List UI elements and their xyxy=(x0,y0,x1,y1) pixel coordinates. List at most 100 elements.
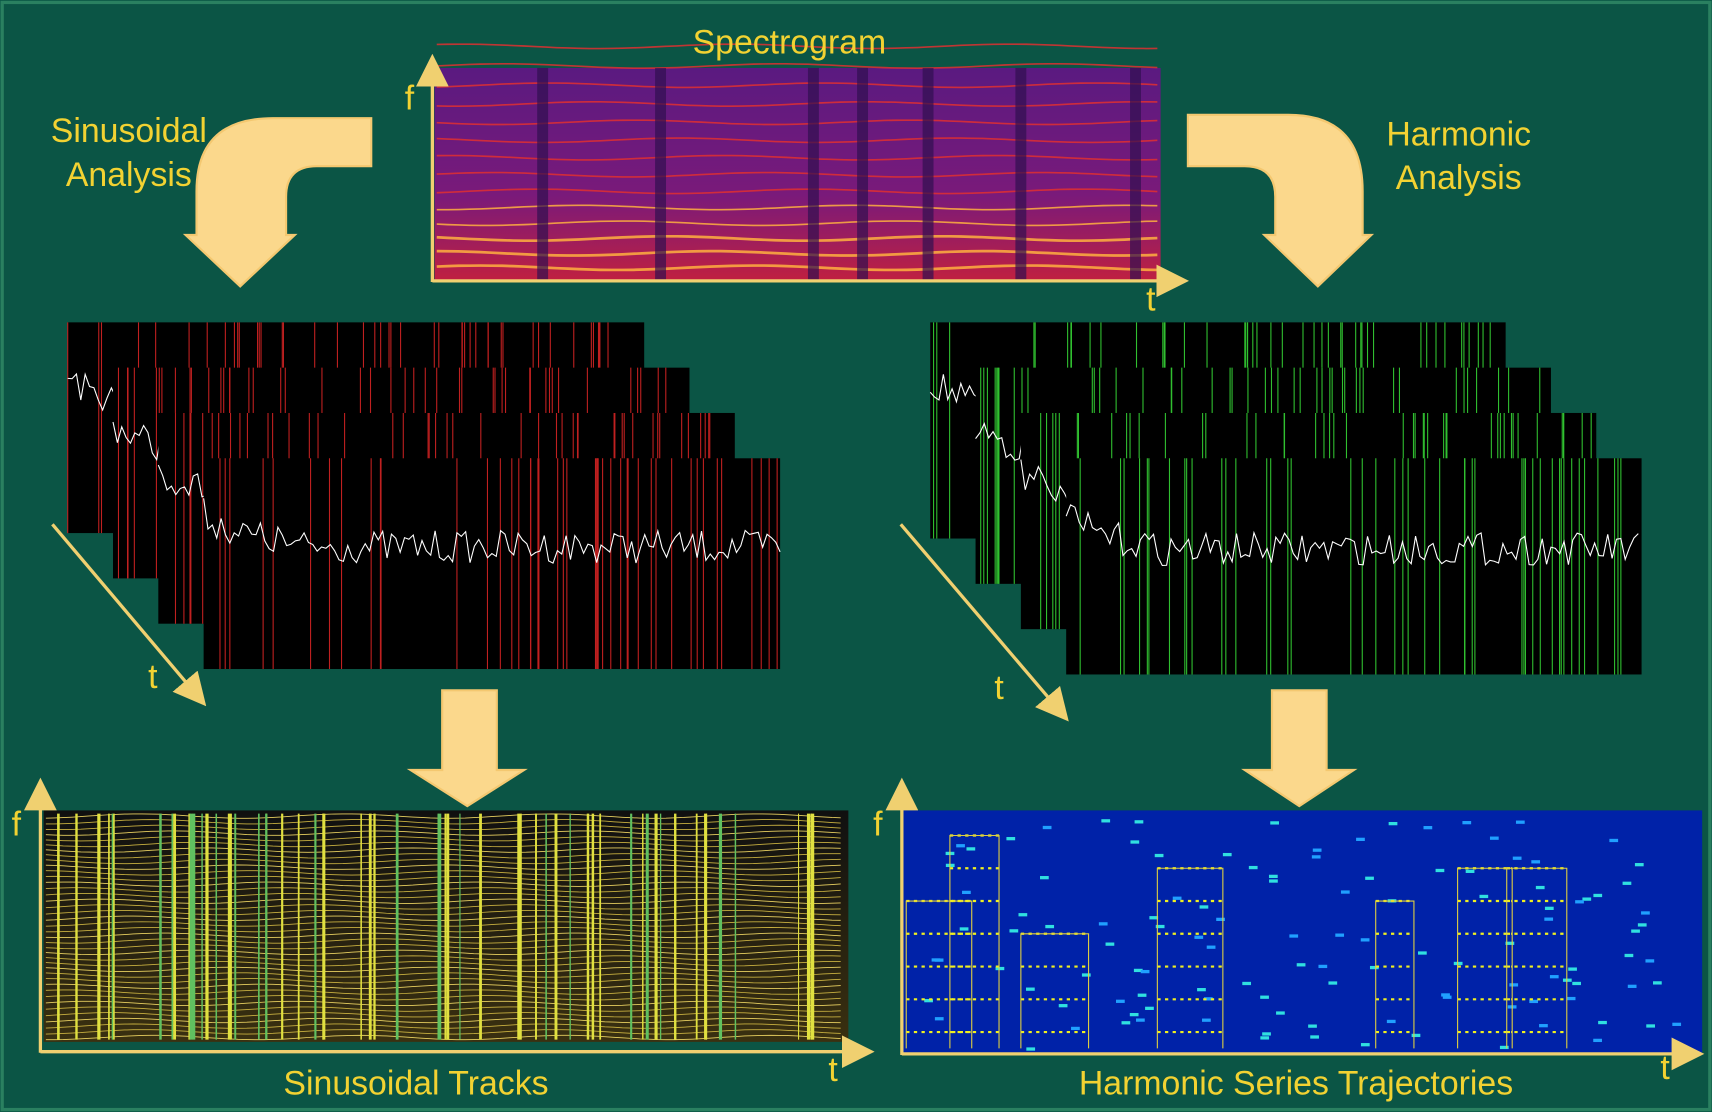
decoration xyxy=(1040,876,1049,879)
decoration xyxy=(1099,922,1108,925)
decoration xyxy=(1149,916,1158,919)
title: Sinusoidal Tracks xyxy=(283,1064,548,1102)
decoration xyxy=(1269,879,1278,882)
decoration xyxy=(1145,1007,1154,1010)
decoration xyxy=(1598,1021,1607,1024)
label: Sinusoidal xyxy=(51,112,207,150)
decoration xyxy=(966,847,975,850)
decoration xyxy=(1443,996,1452,999)
decoration xyxy=(1318,965,1327,968)
decoration xyxy=(923,68,934,281)
decoration xyxy=(1609,839,1618,842)
decoration xyxy=(1130,1013,1139,1016)
axis-label: f xyxy=(873,806,883,844)
decoration xyxy=(1646,1024,1655,1027)
decoration xyxy=(1412,1034,1421,1037)
decoration xyxy=(1026,988,1035,991)
decoration xyxy=(1536,886,1545,889)
axis-label: t xyxy=(1660,1049,1670,1087)
decoration xyxy=(1335,934,1344,937)
decoration xyxy=(1312,855,1321,858)
decoration xyxy=(1200,905,1209,908)
decoration xyxy=(1116,1000,1125,1003)
decoration xyxy=(1389,822,1398,825)
decoration xyxy=(1249,866,1258,869)
decoration xyxy=(1625,954,1634,957)
decoration xyxy=(1019,913,1028,916)
axis-label: t xyxy=(148,658,158,696)
decoration xyxy=(1479,895,1488,898)
decoration xyxy=(1653,981,1662,984)
decoration xyxy=(1216,918,1225,921)
decoration xyxy=(1026,1047,1035,1050)
decoration xyxy=(1545,907,1554,910)
decoration xyxy=(1593,1039,1602,1042)
decoration xyxy=(1207,946,1216,949)
decoration xyxy=(1466,870,1475,873)
decoration xyxy=(1623,882,1632,885)
decoration xyxy=(1082,973,1091,976)
decoration xyxy=(1135,820,1144,823)
decoration xyxy=(1509,983,1518,986)
decoration xyxy=(1141,970,1150,973)
decoration xyxy=(935,958,944,961)
trajectories-image xyxy=(902,810,1702,1053)
decoration xyxy=(962,891,971,894)
decoration xyxy=(1136,1018,1145,1021)
title: Harmonic Series Trajectories xyxy=(1079,1064,1513,1102)
label: Analysis xyxy=(66,156,192,194)
decoration xyxy=(1308,1024,1317,1027)
axis-label: t xyxy=(1146,280,1156,318)
axis-label: t xyxy=(828,1051,838,1089)
decoration xyxy=(1194,936,1203,939)
decoration xyxy=(1101,819,1110,822)
decoration xyxy=(1568,967,1577,970)
decoration xyxy=(1155,854,1164,857)
decoration xyxy=(1130,840,1139,843)
decoration xyxy=(1122,1021,1131,1024)
decoration xyxy=(1130,68,1141,281)
decoration xyxy=(956,844,965,847)
decoration xyxy=(1106,943,1115,946)
decoration xyxy=(1638,923,1647,926)
decoration xyxy=(1202,1019,1211,1022)
decoration xyxy=(1341,890,1350,893)
decoration xyxy=(1361,1043,1370,1046)
decoration xyxy=(1490,837,1499,840)
decoration xyxy=(1631,929,1640,932)
decoration xyxy=(1260,1036,1269,1039)
decoration xyxy=(1645,959,1654,962)
decoration xyxy=(1045,925,1054,928)
frame xyxy=(204,458,780,669)
decoration xyxy=(1635,863,1644,866)
decoration xyxy=(1009,929,1018,932)
decoration xyxy=(1015,68,1026,281)
decoration xyxy=(1138,994,1147,997)
decoration xyxy=(1513,857,1522,860)
axis-label: f xyxy=(12,806,22,844)
decoration xyxy=(1575,900,1584,903)
decoration xyxy=(1462,821,1471,824)
decoration xyxy=(1297,963,1306,966)
decoration xyxy=(808,68,819,281)
decoration xyxy=(1567,997,1576,1000)
decoration xyxy=(1516,821,1525,824)
decoration xyxy=(1071,1027,1080,1030)
decoration xyxy=(1572,982,1581,985)
axis-label: t xyxy=(994,669,1004,707)
decoration xyxy=(1276,1011,1285,1014)
decoration xyxy=(1672,1023,1681,1026)
decoration xyxy=(537,68,548,281)
decoration xyxy=(1260,996,1269,999)
title: Spectrogram xyxy=(693,24,887,62)
decoration xyxy=(1059,1004,1068,1007)
decoration xyxy=(935,1017,944,1020)
decoration xyxy=(1006,837,1015,840)
decoration xyxy=(1641,911,1650,914)
decoration xyxy=(1262,1032,1271,1035)
decoration xyxy=(1361,938,1370,941)
decoration xyxy=(1197,988,1206,991)
decoration xyxy=(1677,1045,1686,1048)
decoration xyxy=(1328,981,1337,984)
decoration xyxy=(1269,875,1278,878)
